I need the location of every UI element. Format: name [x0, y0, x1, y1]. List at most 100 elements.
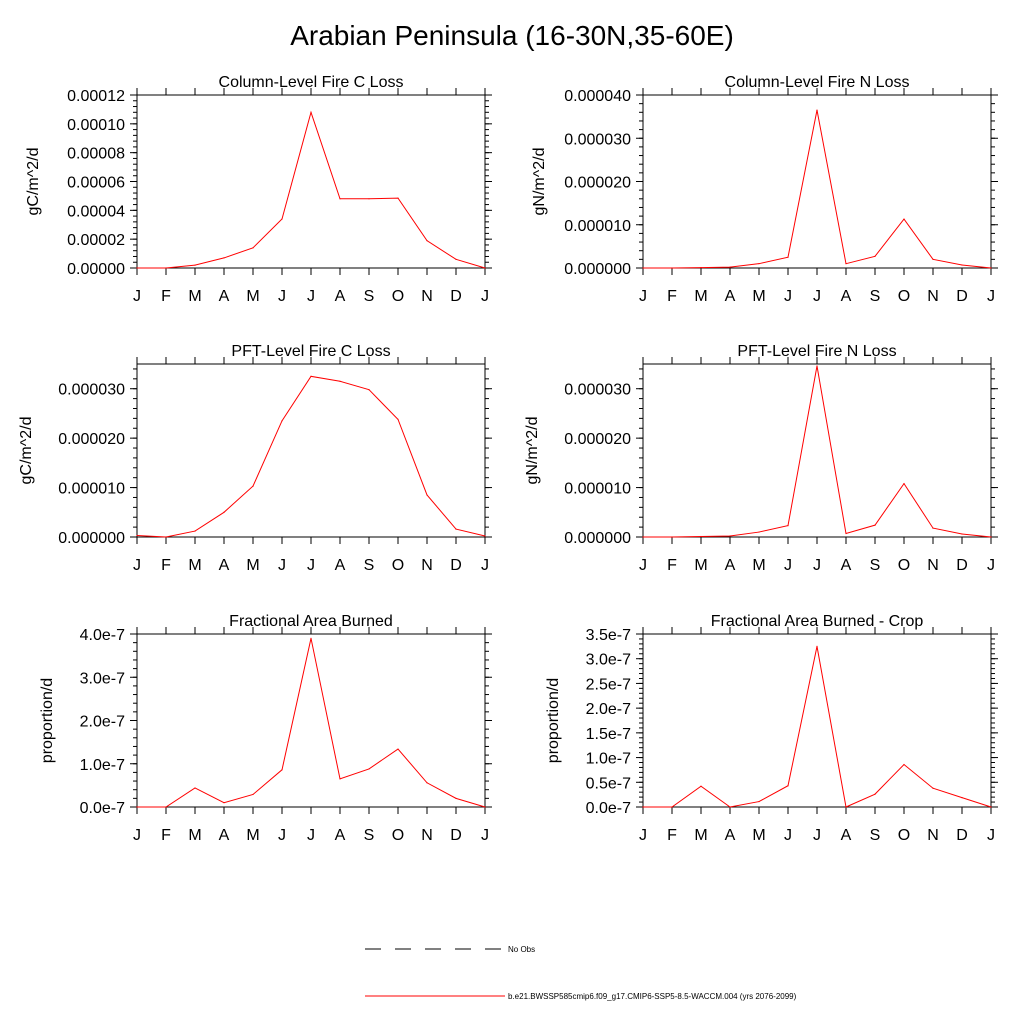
x-tick-label: J: [278, 557, 286, 574]
x-tick-label: O: [898, 557, 910, 574]
chart-panel-1: Column-Level Fire C Loss gC/m^2/d 0.00000 0…: [25, 74, 492, 305]
x-tick-label: J: [639, 288, 647, 305]
y-tick-label: 0.000000: [564, 530, 631, 547]
x-tick-label: J: [278, 827, 286, 844]
chart-panels: Column-Level Fire C LossgC/m^2/d0.000000…: [18, 74, 998, 844]
y-tick-label: 0.00002: [67, 232, 125, 249]
y-tick-label: 2.0e-7: [586, 701, 631, 718]
data-point: [397, 748, 399, 750]
panel-title: Fractional Area Burned - Crop: [711, 613, 924, 630]
data-point: [397, 418, 399, 420]
chart-panel-3: PFT-Level Fire C Loss gC/m^2/d 0.000000 0.0…: [18, 343, 492, 574]
x-tick-label: J: [987, 827, 995, 844]
y-tick-label: 0.000000: [58, 530, 125, 547]
y-tick-label: 0.000030: [58, 382, 125, 399]
plot-frame: [136, 633, 486, 808]
data-point: [426, 782, 428, 784]
y-axis-label: gC/m^2/d: [18, 417, 35, 485]
data-point: [397, 197, 399, 199]
data-point: [426, 494, 428, 496]
data-point: [281, 218, 283, 220]
data-point: [932, 258, 934, 260]
x-tick-label: M: [246, 827, 259, 844]
data-point: [252, 247, 254, 249]
y-tick-label: 0.00006: [67, 175, 125, 192]
data-point: [455, 258, 457, 260]
data-point: [990, 806, 992, 808]
y-axis-label: gN/m^2/d: [531, 148, 548, 216]
x-tick-label: J: [307, 288, 315, 305]
legend-model-label: b.e21.BWSSP585cmip6.f09_g17.CMIP6-SSP5-8…: [508, 992, 797, 1001]
x-tick-label: M: [752, 827, 765, 844]
y-tick-label: 0.0e-7: [586, 800, 631, 817]
series-line: [643, 365, 992, 538]
x-tick-label: J: [784, 827, 792, 844]
data-point: [368, 389, 370, 391]
data-point: [339, 380, 341, 382]
y-tick-label: 0.000020: [564, 431, 631, 448]
series-line: [137, 638, 486, 808]
x-tick-label: F: [667, 557, 677, 574]
data-point: [671, 536, 673, 538]
y-tick-label: 0.00010: [67, 117, 125, 134]
x-tick-label: J: [813, 288, 821, 305]
data-point: [845, 806, 847, 808]
panel-title: PFT-Level Fire C Loss: [231, 343, 390, 360]
data-point: [845, 263, 847, 265]
data-point: [281, 420, 283, 422]
x-tick-label: A: [335, 827, 346, 844]
y-tick-label: 3.0e-7: [80, 670, 125, 687]
panel-title: Column-Level Fire N Loss: [725, 74, 910, 91]
y-tick-label: 0.000010: [564, 481, 631, 498]
y-tick-label: 0.000030: [564, 382, 631, 399]
x-tick-label: S: [870, 827, 881, 844]
y-tick-label: 2.0e-7: [80, 714, 125, 731]
x-tick-label: A: [725, 557, 736, 574]
legend: No Obs b.e21.BWSSP585cmip6.f09_g17.CMIP6…: [365, 945, 797, 1001]
x-tick-label: S: [870, 557, 881, 574]
x-tick-label: J: [639, 827, 647, 844]
y-tick-label: 0.5e-7: [586, 775, 631, 792]
data-point: [368, 768, 370, 770]
x-tick-label: J: [639, 557, 647, 574]
x-tick-label: F: [161, 288, 171, 305]
y-tick-label: 3.5e-7: [586, 627, 631, 644]
x-tick-label: M: [694, 288, 707, 305]
data-point: [990, 536, 992, 538]
x-tick-label: J: [784, 288, 792, 305]
chart-panel-4: PFT-Level Fire N Loss gN/m^2/d 0.000000 0.0…: [524, 343, 998, 574]
x-tick-label: D: [956, 827, 968, 844]
data-point: [903, 218, 905, 220]
y-tick-label: 3.0e-7: [586, 652, 631, 669]
x-tick-label: N: [927, 827, 939, 844]
x-tick-label: F: [667, 288, 677, 305]
data-point: [484, 806, 486, 808]
x-tick-label: J: [481, 827, 489, 844]
y-axis-label: gN/m^2/d: [524, 417, 541, 485]
y-axis-label: proportion/d: [39, 678, 56, 763]
data-point: [671, 267, 673, 269]
x-tick-label: S: [364, 557, 375, 574]
x-tick-label: J: [481, 557, 489, 574]
x-tick-label: J: [307, 827, 315, 844]
x-tick-label: A: [841, 288, 852, 305]
data-point: [642, 267, 644, 269]
data-point: [194, 530, 196, 532]
data-point: [223, 511, 225, 513]
x-tick-label: A: [335, 288, 346, 305]
data-point: [194, 787, 196, 789]
x-tick-label: S: [364, 827, 375, 844]
x-tick-label: J: [987, 288, 995, 305]
data-point: [700, 785, 702, 787]
x-tick-label: F: [667, 827, 677, 844]
y-tick-label: 1.5e-7: [586, 726, 631, 743]
x-tick-label: J: [813, 827, 821, 844]
x-tick-label: M: [188, 827, 201, 844]
plot-frame: [136, 94, 486, 269]
plot-frame: [642, 94, 992, 269]
chart-panel-2: Column-Level Fire N Loss gN/m^2/d 0.000000…: [531, 74, 998, 305]
x-tick-label: M: [188, 288, 201, 305]
data-point: [903, 763, 905, 766]
x-tick-label: D: [956, 288, 968, 305]
x-tick-label: J: [133, 557, 141, 574]
